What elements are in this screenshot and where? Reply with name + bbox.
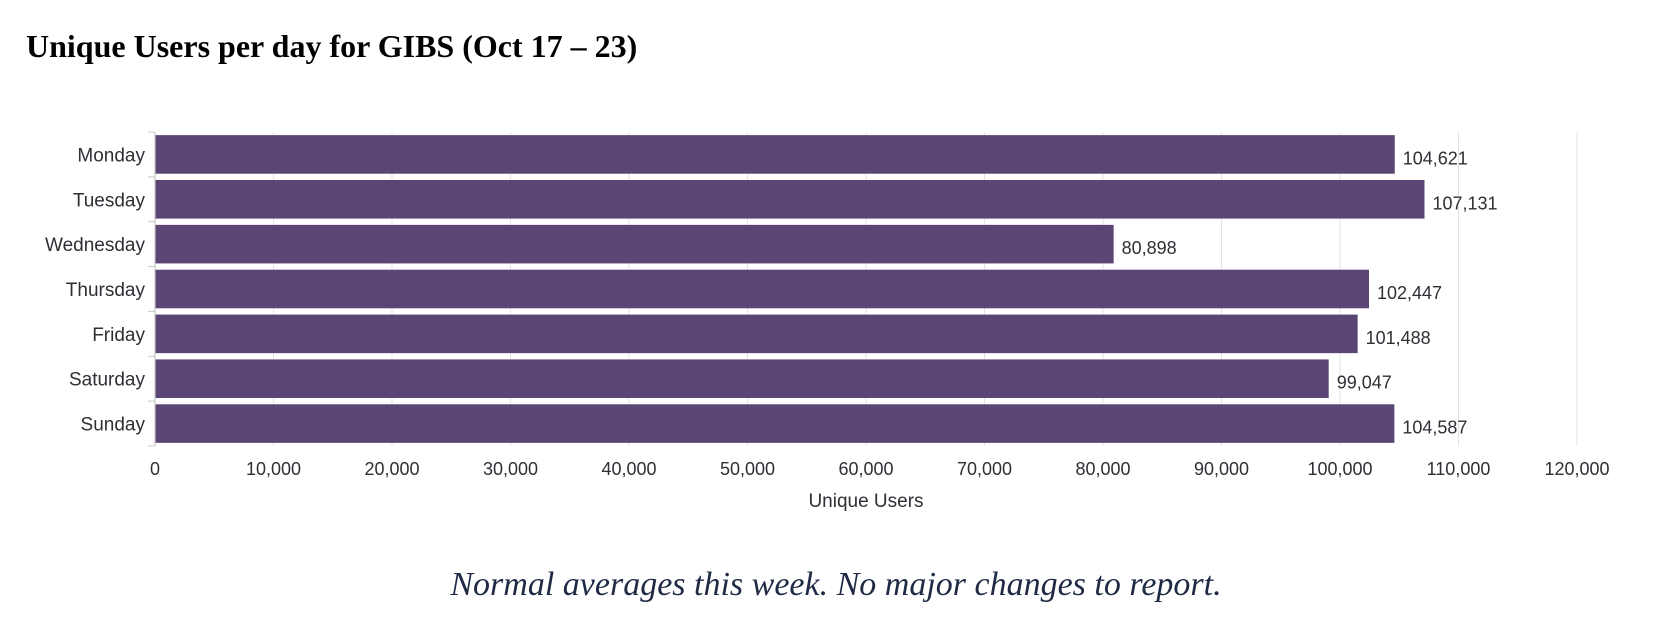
bar-wednesday (155, 224, 1114, 264)
bars (155, 135, 1425, 443)
value-label: 104,621 (1403, 148, 1468, 168)
x-tick-label: 20,000 (364, 459, 419, 479)
x-tick-label: 60,000 (838, 459, 893, 479)
x-tick-label: 120,000 (1544, 459, 1609, 479)
value-label: 102,447 (1377, 283, 1442, 303)
x-tick-label: 0 (150, 459, 160, 479)
x-tick-label: 50,000 (720, 459, 775, 479)
category-label: Saturday (69, 370, 146, 391)
value-label: 107,131 (1433, 193, 1498, 213)
x-axis-title: Unique Users (808, 491, 923, 512)
x-tick-label: 40,000 (601, 459, 656, 479)
footer-note: Normal averages this week. No major chan… (450, 566, 1222, 603)
category-label: Thursday (66, 280, 146, 301)
bar-saturday (155, 359, 1329, 399)
category-label: Sunday (81, 415, 146, 436)
bar-sunday (155, 404, 1395, 443)
x-tick-label: 30,000 (483, 459, 538, 479)
value-label: 104,587 (1402, 418, 1467, 438)
x-tick-label: 80,000 (1075, 459, 1130, 479)
category-label: Wednesday (45, 235, 145, 256)
category-label: Tuesday (73, 190, 146, 211)
x-tick-label: 100,000 (1307, 459, 1372, 479)
value-label: 99,047 (1337, 373, 1392, 393)
bar-friday (155, 314, 1358, 354)
y-axis: Monday Tuesday Wednesday Thursday Friday Satu… (45, 131, 156, 447)
category-label: Friday (92, 325, 145, 346)
category-label: Monday (77, 145, 145, 166)
value-labels: 104,621 107,131 80,898 102,447 101,488 99,047… (1122, 148, 1498, 437)
chart-title: Unique Users per day for GIBS (Oct 17 – … (26, 28, 638, 64)
bar-monday (155, 135, 1395, 174)
x-axis: 0 10,000 20,000 30,000 40,000 50,000 60,000 70,… (150, 459, 1610, 479)
bar-chart: Monday Tuesday Wednesday Thursday Friday Satu… (45, 131, 1610, 512)
x-tick-label: 70,000 (957, 459, 1012, 479)
x-tick-label: 90,000 (1194, 459, 1249, 479)
bar-thursday (155, 269, 1369, 309)
x-tick-label: 10,000 (246, 459, 301, 479)
value-label: 101,488 (1366, 328, 1431, 348)
value-label: 80,898 (1122, 238, 1177, 258)
bar-tuesday (155, 179, 1425, 219)
x-tick-label: 110,000 (1427, 459, 1491, 479)
